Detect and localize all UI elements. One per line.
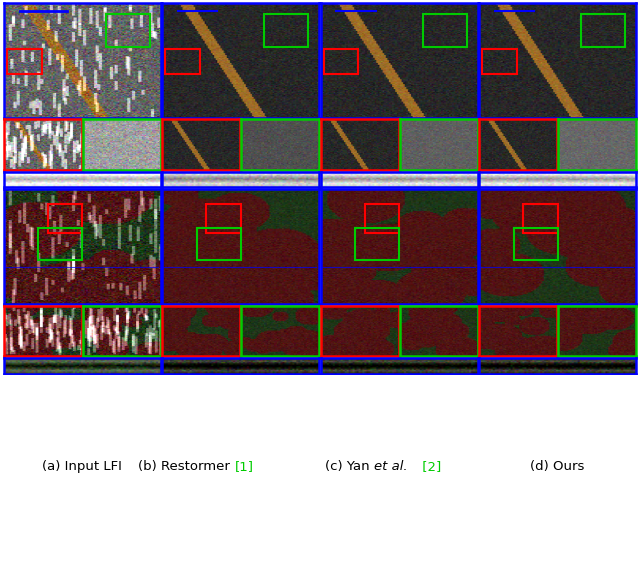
Text: [2]: [2] [419,460,442,473]
Bar [206,204,241,233]
Bar [355,228,399,260]
Bar [264,14,308,47]
Text: (b) Restormer: (b) Restormer [138,460,234,473]
Bar [514,228,557,260]
Text: (a) Input LFI: (a) Input LFI [42,460,122,473]
Bar [165,49,200,74]
Bar [482,49,516,74]
Bar [365,204,399,233]
Bar [423,14,467,47]
Text: (c) Yan: (c) Yan [324,460,374,473]
Bar [324,49,358,74]
Bar [48,204,83,233]
Bar [523,204,557,233]
Text: [1]: [1] [234,460,253,473]
Bar [197,228,241,260]
Bar [7,49,42,74]
Bar [38,228,83,260]
Bar [581,14,625,47]
Bar [106,14,150,47]
Text: (d) Ours: (d) Ours [531,460,585,473]
Text: et al.: et al. [374,460,407,473]
